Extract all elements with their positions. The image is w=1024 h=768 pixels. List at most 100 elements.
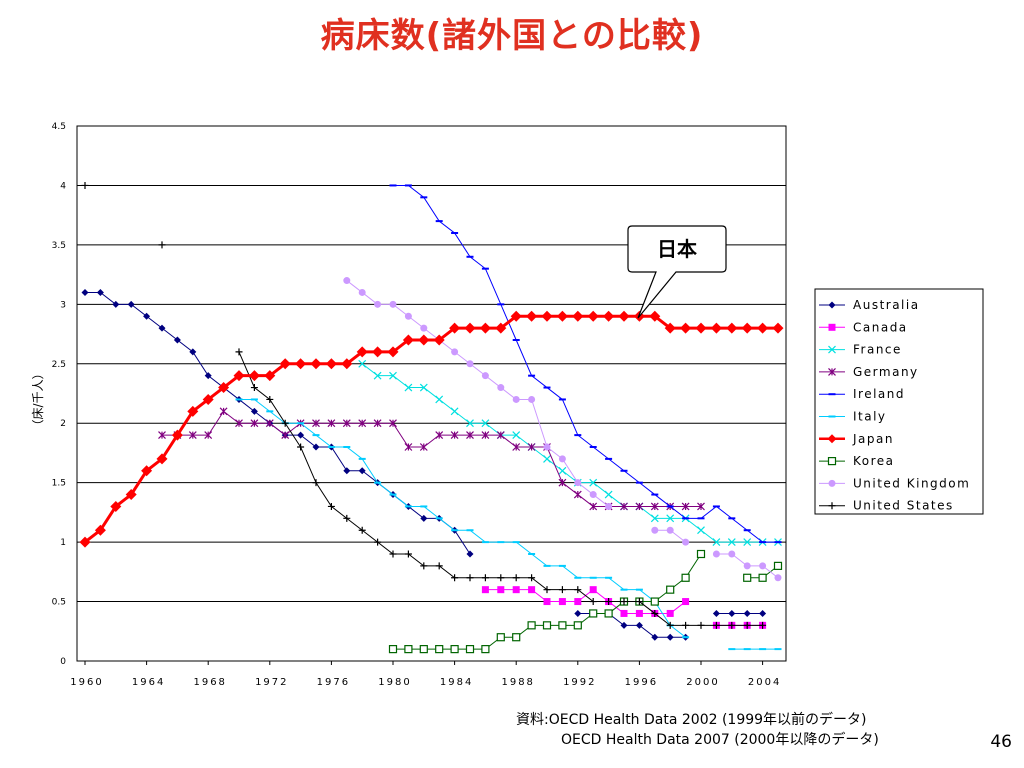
data-point (620, 502, 628, 511)
data-point (589, 598, 597, 606)
series-line (238, 351, 763, 626)
legend-item: Canada (819, 320, 906, 334)
data-point (358, 467, 366, 475)
data-point (387, 346, 399, 358)
data-point (281, 419, 289, 427)
x-tick-label: 1976 (317, 677, 350, 688)
data-point (728, 609, 736, 617)
data-point (110, 500, 122, 512)
data-point (171, 429, 183, 441)
data-point (343, 467, 351, 475)
data-point (481, 419, 490, 428)
legend: Australia Canada France Germany Ireland Italy… (814, 288, 984, 515)
data-point (541, 310, 553, 322)
data-point (527, 621, 536, 630)
data-point (342, 419, 351, 428)
data-point (635, 621, 643, 629)
data-point (297, 431, 305, 439)
data-point (466, 574, 474, 582)
data-point (728, 621, 736, 629)
data-point (696, 549, 706, 559)
data-point (772, 322, 784, 334)
series-italy (235, 398, 782, 651)
legend-item: Italy (819, 410, 885, 424)
data-point (589, 502, 598, 511)
legend-label: Japan (852, 432, 894, 446)
data-point (574, 609, 582, 617)
data-point (343, 277, 351, 285)
data-point (404, 645, 413, 654)
data-point (125, 489, 137, 501)
data-point (666, 585, 675, 594)
y-tick-label: 3 (60, 300, 66, 310)
data-point (650, 502, 659, 511)
data-point (264, 370, 276, 382)
data-point (589, 491, 597, 499)
data-point (543, 586, 551, 594)
data-point (526, 310, 538, 322)
y-tick-label: 0 (60, 657, 66, 667)
data-point (312, 479, 320, 487)
data-point (558, 478, 567, 487)
data-point (527, 443, 536, 451)
data-point (512, 586, 520, 594)
data-point (558, 466, 567, 475)
data-point (450, 407, 459, 416)
series-layer (79, 181, 784, 654)
data-point (828, 345, 836, 354)
data-point (587, 310, 599, 322)
data-point (542, 621, 552, 630)
data-point (479, 322, 491, 334)
data-point (265, 419, 274, 428)
data-point (219, 407, 228, 416)
data-point (682, 621, 690, 629)
data-point (697, 526, 705, 535)
data-point (374, 538, 382, 546)
data-point (466, 550, 474, 558)
data-point (464, 322, 476, 334)
source-line-1: 資料:OECD Health Data 2002 (1999年以前のデータ) (516, 712, 867, 728)
data-point (465, 645, 475, 654)
data-point (510, 310, 522, 322)
data-point (528, 586, 536, 594)
y-tick-label: 4 (60, 181, 66, 191)
legend-label: United Kingdom (853, 476, 970, 490)
data-point (466, 431, 474, 440)
data-point (620, 621, 628, 629)
data-point (543, 598, 551, 606)
data-point (297, 443, 305, 451)
data-point (497, 574, 505, 582)
callout-bubble (627, 225, 727, 319)
data-point (81, 288, 89, 296)
legend-label: Korea (853, 454, 895, 468)
data-point (712, 550, 720, 558)
legend-item: Ireland (819, 387, 904, 401)
legend-item: United Kingdom (819, 476, 970, 490)
data-point (481, 645, 490, 654)
data-point (481, 586, 489, 594)
data-point (389, 371, 397, 380)
data-point (295, 358, 307, 370)
data-point (250, 384, 258, 392)
data-point (189, 348, 197, 356)
legend-item: United States (819, 499, 952, 513)
y-tick-label: 4.5 (52, 122, 66, 132)
x-tick-label: 1992 (563, 677, 596, 688)
data-point (202, 393, 214, 405)
data-point (435, 645, 444, 654)
data-point (79, 536, 91, 548)
data-point (512, 431, 521, 440)
data-point (248, 370, 260, 382)
data-point (666, 609, 674, 617)
data-point (828, 301, 836, 309)
data-point (649, 310, 661, 322)
data-point (450, 431, 459, 440)
data-point (528, 574, 536, 582)
data-point (651, 526, 659, 534)
x-tick-label: 1980 (378, 677, 411, 688)
data-point (827, 457, 837, 466)
data-point (419, 383, 428, 392)
series-line (84, 314, 778, 544)
data-point (250, 419, 259, 428)
data-point (695, 322, 707, 334)
